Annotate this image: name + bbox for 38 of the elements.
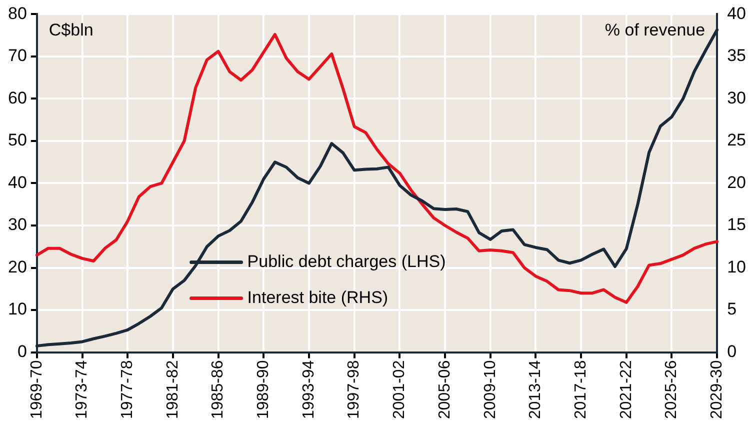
x-tick-label: 1993-94	[300, 360, 318, 419]
legend-label: Public debt charges (LHS)	[247, 252, 446, 271]
x-tick-label: 2017-18	[572, 360, 590, 419]
y-tick-label: 60	[8, 88, 27, 108]
x-tick-label: 1969-70	[28, 360, 46, 419]
y-tick-label: 50	[8, 130, 27, 150]
y-tick-label: 0	[17, 342, 27, 361]
y-axis-title: C$bln	[48, 20, 94, 40]
x-tick-label: 1973-74	[74, 360, 91, 419]
y-tick-label: 70	[8, 46, 27, 66]
y2-axis-title: % of revenue	[604, 20, 706, 40]
y-tick-label: 40	[8, 172, 27, 192]
x-tick-label: 1997-98	[346, 360, 363, 419]
x-tick-label: 2021-22	[618, 360, 635, 419]
y-tick-label: 80	[8, 4, 27, 23]
y2-tick-label: 0	[727, 342, 737, 361]
y2-tick-label: 40	[727, 4, 746, 23]
y-tick-label: 20	[8, 257, 27, 276]
x-tick-label: 1985-86	[210, 360, 227, 419]
y2-tick-label: 25	[727, 130, 746, 150]
y-tick-label: 30	[8, 215, 27, 234]
x-tick-label: 2025-26	[663, 360, 680, 419]
y2-tick-label: 20	[727, 172, 746, 192]
y2-tick-label: 35	[727, 46, 746, 66]
x-tick-label: 1981-82	[164, 360, 182, 419]
x-tick-label: 1989-90	[255, 360, 272, 419]
x-tick-label: 2009-10	[482, 360, 499, 419]
x-tick-label: 2001-02	[391, 360, 408, 419]
y2-tick-label: 30	[727, 88, 746, 108]
y2-tick-label: 10	[727, 257, 746, 276]
x-tick-label: 2013-14	[527, 360, 544, 419]
x-tick-label: 2005-06	[436, 360, 454, 419]
y-tick-label: 10	[8, 300, 27, 319]
x-tick-label: 2029-30	[708, 360, 726, 419]
y2-tick-label: 15	[727, 215, 746, 234]
y2-tick-label: 5	[727, 300, 737, 319]
x-tick-label: 1977-78	[119, 360, 136, 419]
legend-label: Interest bite (RHS)	[247, 288, 388, 307]
